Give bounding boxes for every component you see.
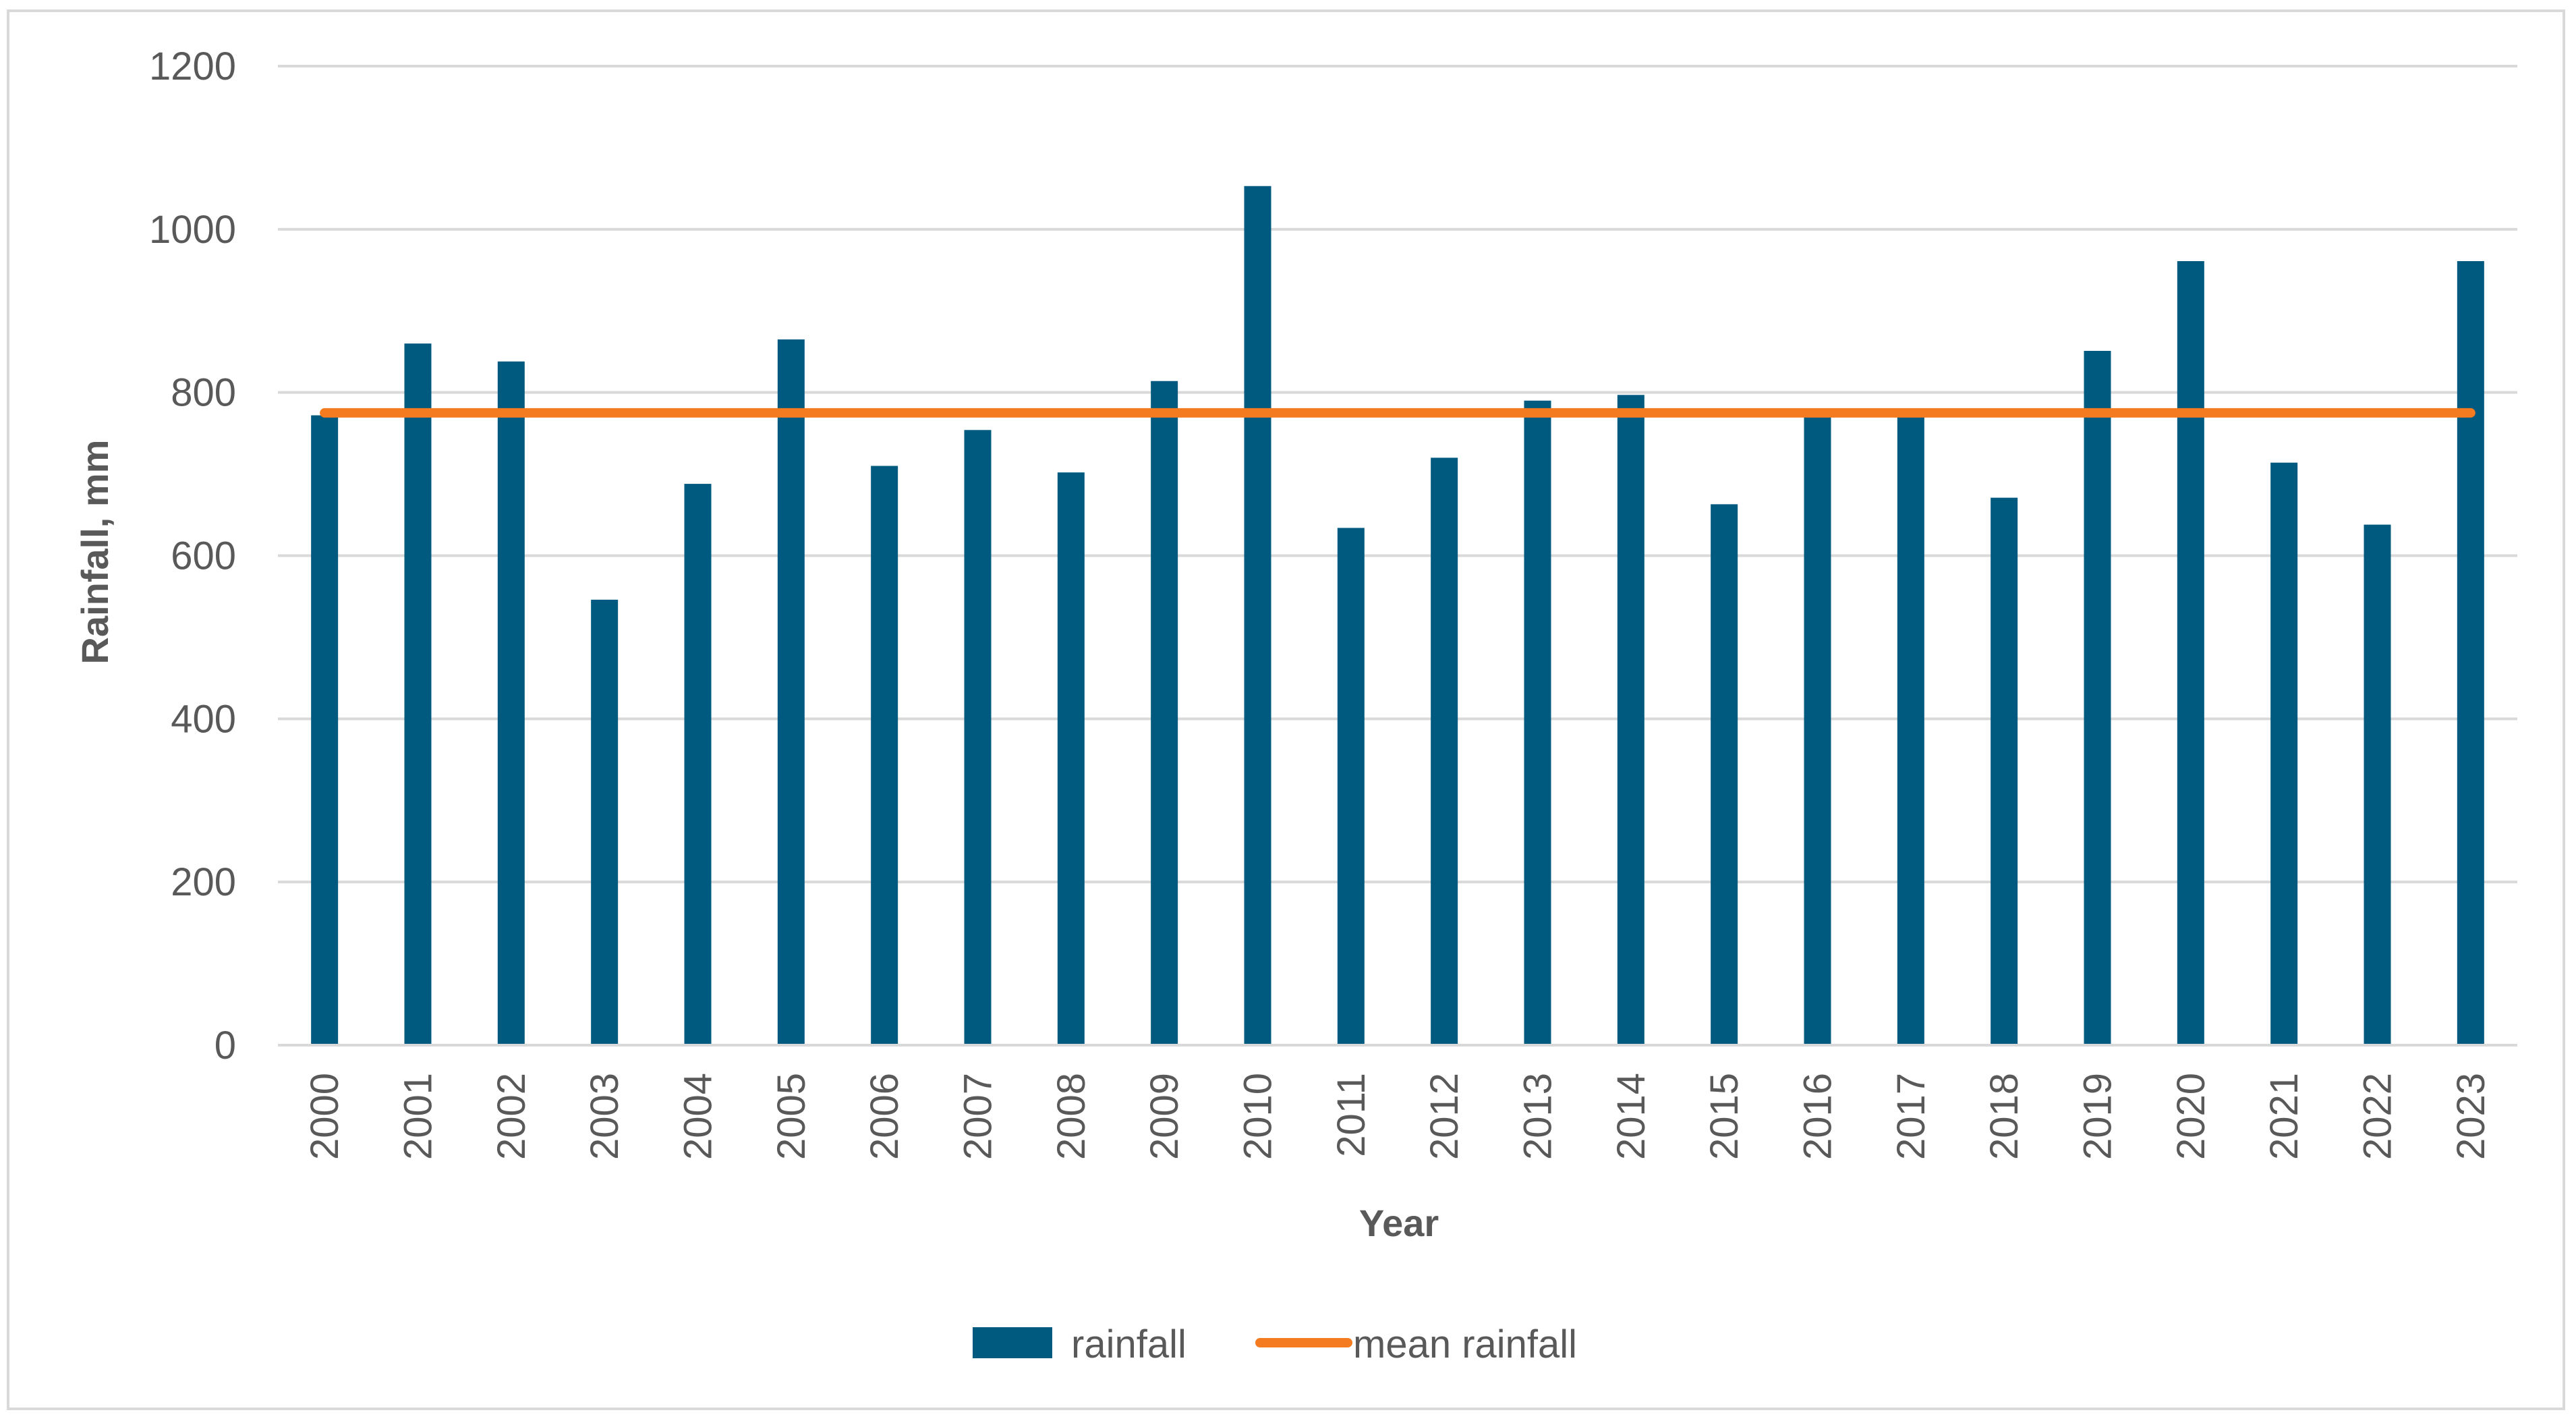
bar-2009 <box>1151 381 1178 1045</box>
x-tick-label: 2013 <box>1516 1073 1560 1160</box>
x-axis-title: Year <box>1359 1202 1439 1244</box>
chart-frame <box>7 9 2565 1410</box>
y-tick-label: 0 <box>214 1024 236 1067</box>
bar-2021 <box>2270 462 2298 1045</box>
x-tick-label: 2009 <box>1143 1073 1186 1160</box>
bar-2015 <box>1711 504 1738 1045</box>
y-tick-label: 200 <box>171 860 236 904</box>
bar-2005 <box>777 339 805 1046</box>
y-axis-ticks: 0 200 400 600 800 1000 1200 <box>149 45 236 1067</box>
bar-2002 <box>497 361 525 1045</box>
bar-2003 <box>591 599 619 1045</box>
x-tick-label: 2002 <box>490 1073 534 1160</box>
bar-2006 <box>871 466 898 1045</box>
x-tick-label: 2011 <box>1329 1073 1373 1157</box>
legend-swatch-rainfall <box>973 1327 1052 1358</box>
bar-2017 <box>1897 414 1924 1045</box>
x-tick-label: 2012 <box>1423 1073 1466 1160</box>
y-tick-label: 1200 <box>149 45 236 88</box>
bar-2014 <box>1617 395 1644 1045</box>
bar-2011 <box>1337 528 1365 1045</box>
bar-2001 <box>404 343 432 1045</box>
x-tick-label: 2019 <box>2076 1073 2120 1160</box>
x-tick-label: 2017 <box>1889 1073 1933 1160</box>
y-tick-label: 600 <box>171 534 236 578</box>
legend-label-rainfall: rainfall <box>1071 1322 1186 1366</box>
x-tick-label: 2020 <box>2169 1073 2213 1160</box>
bar-2019 <box>2084 350 2111 1045</box>
x-tick-label: 2004 <box>677 1073 720 1160</box>
x-tick-label: 2023 <box>2449 1073 2493 1160</box>
x-tick-label: 2005 <box>770 1073 813 1160</box>
x-tick-label: 2022 <box>2356 1073 2400 1160</box>
x-tick-label: 2014 <box>1609 1073 1653 1160</box>
bar-2000 <box>311 415 339 1045</box>
bar-2004 <box>684 484 712 1045</box>
y-axis-title: Rainfall, mm <box>74 440 116 665</box>
legend: rainfall mean rainfall <box>973 1322 1577 1366</box>
bar-2020 <box>2177 260 2204 1045</box>
x-tick-label: 2018 <box>1982 1073 2026 1160</box>
gridlines <box>278 65 2517 884</box>
bar-2010 <box>1244 186 1271 1045</box>
x-axis-ticks: 2000 2001 2002 2003 2004 2005 2006 2007 2008 2009… <box>303 1073 2493 1160</box>
x-tick-label: 2001 <box>397 1073 440 1160</box>
x-tick-label: 2015 <box>1702 1073 1746 1160</box>
bar-2008 <box>1057 472 1085 1045</box>
bar-2022 <box>2364 524 2391 1045</box>
x-tick-label: 2007 <box>956 1073 1000 1160</box>
bar-2018 <box>1991 497 2018 1045</box>
x-tick-label: 2016 <box>1796 1073 1840 1160</box>
x-tick-label: 2006 <box>863 1073 907 1160</box>
bar-2023 <box>2457 260 2484 1045</box>
x-tick-label: 2000 <box>303 1073 347 1160</box>
x-tick-label: 2010 <box>1236 1073 1280 1160</box>
legend-label-mean-rainfall: mean rainfall <box>1353 1322 1577 1366</box>
bar-2007 <box>964 430 992 1045</box>
bar-2013 <box>1524 400 1551 1045</box>
bars <box>311 186 2484 1046</box>
x-tick-label: 2021 <box>2262 1073 2306 1160</box>
y-tick-label: 1000 <box>149 208 236 252</box>
bar-2016 <box>1804 412 1831 1045</box>
y-tick-label: 400 <box>171 697 236 741</box>
x-tick-label: 2008 <box>1050 1073 1093 1160</box>
y-tick-label: 800 <box>171 371 236 415</box>
x-tick-label: 2003 <box>583 1073 627 1160</box>
bar-2012 <box>1431 457 1458 1045</box>
